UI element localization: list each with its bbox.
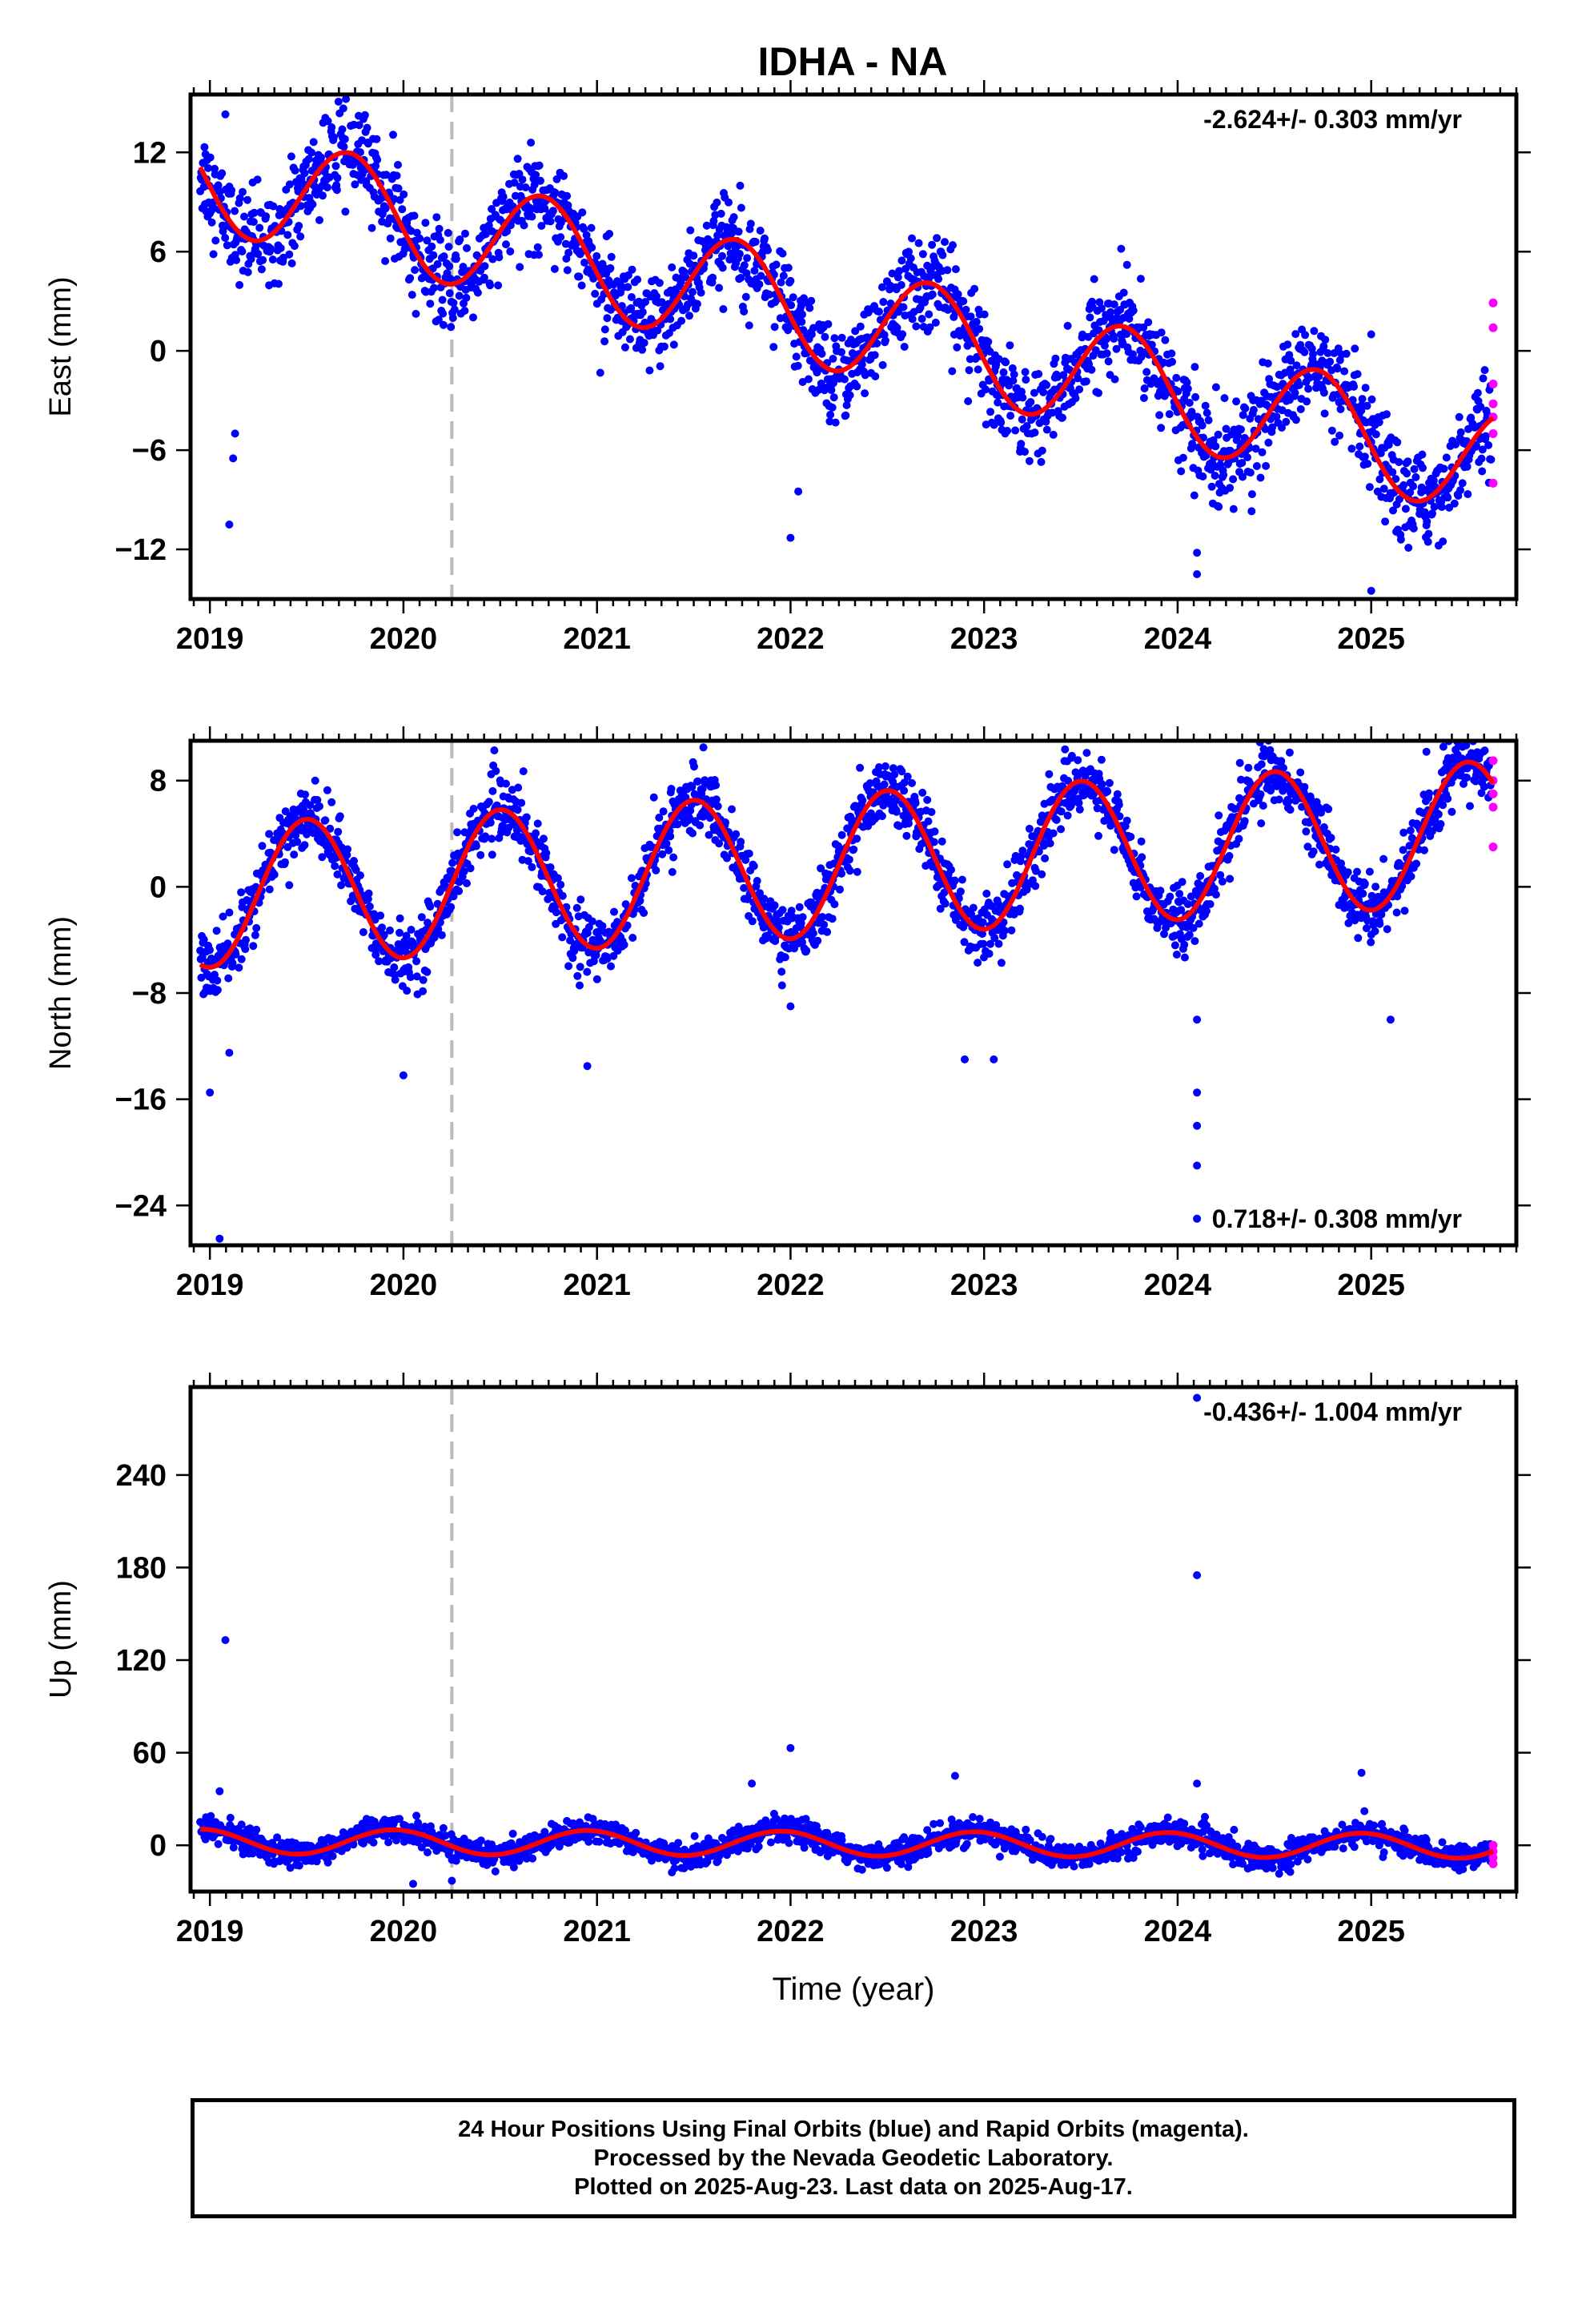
rapid-orbit-point-1: [1488, 323, 1498, 332]
x-tick-label: 2020: [370, 622, 438, 656]
y-tick-label: −16: [115, 1084, 167, 1117]
x-tick-label: 2022: [757, 1915, 825, 1948]
rapid-orbit-point-2: [1488, 379, 1498, 388]
x-tick-label: 2019: [176, 1915, 244, 1948]
y-axis-label: Up (mm): [44, 1580, 78, 1699]
x-tick-label: 2020: [370, 1269, 438, 1302]
y-axis-label: East (mm): [44, 276, 78, 416]
rapid-orbit-point-0: [1488, 1840, 1498, 1850]
time-series-plots: 2019 2020 2021 2022 2023 2024 2025 −12 −6 0 6 12 Eas…: [44, 80, 1531, 2007]
x-tick-label: 2023: [950, 1915, 1018, 1948]
rapid-orbit-point-5: [1488, 428, 1498, 438]
x-tick-label: 2025: [1337, 1269, 1405, 1302]
rapid-orbit-point-2: [1488, 789, 1498, 798]
x-tick-label: 2024: [1144, 1269, 1212, 1302]
x-tick-label: 2024: [1144, 622, 1212, 656]
rapid-orbit-point-3: [1488, 399, 1498, 408]
x-tick-label: 2023: [950, 622, 1018, 656]
y-tick-label: 12: [133, 136, 167, 170]
x-tick-label: 2024: [1144, 1915, 1212, 1948]
y-tick-label: 8: [150, 765, 167, 798]
y-axis-label: North (mm): [44, 916, 78, 1070]
y-tick-label: 120: [116, 1644, 167, 1678]
rapid-orbit-point-3: [1488, 802, 1498, 812]
y-tick-label: 0: [150, 870, 167, 904]
footer-line-3: Plotted on 2025-Aug-23. Last data on 202…: [574, 2174, 1133, 2200]
model-curve: [199, 759, 1496, 971]
rate-label: 0.718+/- 0.308 mm/yr: [1212, 1204, 1462, 1233]
x-axis-label: Time (year): [773, 1972, 935, 2007]
x-tick-label: 2023: [950, 1269, 1018, 1302]
x-tick-label: 2021: [563, 1915, 631, 1948]
x-tick-label: 2022: [757, 1269, 825, 1302]
rapid-orbit-point-0: [1488, 298, 1498, 308]
rapid-orbit-point-0: [1488, 756, 1498, 766]
y-tick-label: 240: [116, 1459, 167, 1493]
chart-title: IDHA - NA: [757, 39, 948, 84]
rapid-orbit-point-3: [1488, 1859, 1498, 1868]
footer-line-1: 24 Hour Positions Using Final Orbits (bl…: [458, 2117, 1249, 2142]
rapid-orbit-point-2: [1488, 1853, 1498, 1863]
y-tick-label: −8: [132, 977, 167, 1011]
final-orbit-points: [196, 94, 1496, 595]
final-orbit-points: [196, 1393, 1495, 1888]
rate-label: -2.624+/- 0.303 mm/yr: [1203, 105, 1462, 134]
x-tick-label: 2025: [1337, 1915, 1405, 1948]
x-tick-label: 2020: [370, 1915, 438, 1948]
y-tick-label: 0: [150, 1829, 167, 1863]
x-tick-label: 2019: [176, 622, 244, 656]
y-tick-label: −12: [115, 533, 167, 567]
y-tick-label: −6: [132, 434, 167, 468]
x-tick-label: 2025: [1337, 622, 1405, 656]
footer-box: 24 Hour Positions Using Final Orbits (bl…: [191, 2098, 1516, 2218]
rate-label: -0.436+/- 1.004 mm/yr: [1203, 1397, 1462, 1426]
x-tick-label: 2021: [563, 1269, 631, 1302]
final-orbit-points: [196, 741, 1496, 1243]
rapid-orbit-point-4: [1488, 842, 1498, 852]
plot-frame: [188, 1385, 1519, 1894]
y-tick-label: 60: [133, 1737, 167, 1771]
y-tick-label: 0: [150, 335, 167, 368]
y-tick-label: 6: [150, 235, 167, 269]
footer-line-2: Processed by the Nevada Geodetic Laborat…: [593, 2145, 1114, 2171]
x-tick-label: 2022: [757, 622, 825, 656]
y-tick-label: −24: [115, 1189, 167, 1223]
x-tick-label: 2021: [563, 622, 631, 656]
rapid-orbit-point-6: [1488, 478, 1498, 488]
y-tick-label: 180: [116, 1551, 167, 1585]
model-curve: [198, 150, 1495, 504]
model-curve: [199, 1827, 1495, 1861]
plot-frame: [188, 92, 1519, 601]
x-tick-label: 2019: [176, 1269, 244, 1302]
